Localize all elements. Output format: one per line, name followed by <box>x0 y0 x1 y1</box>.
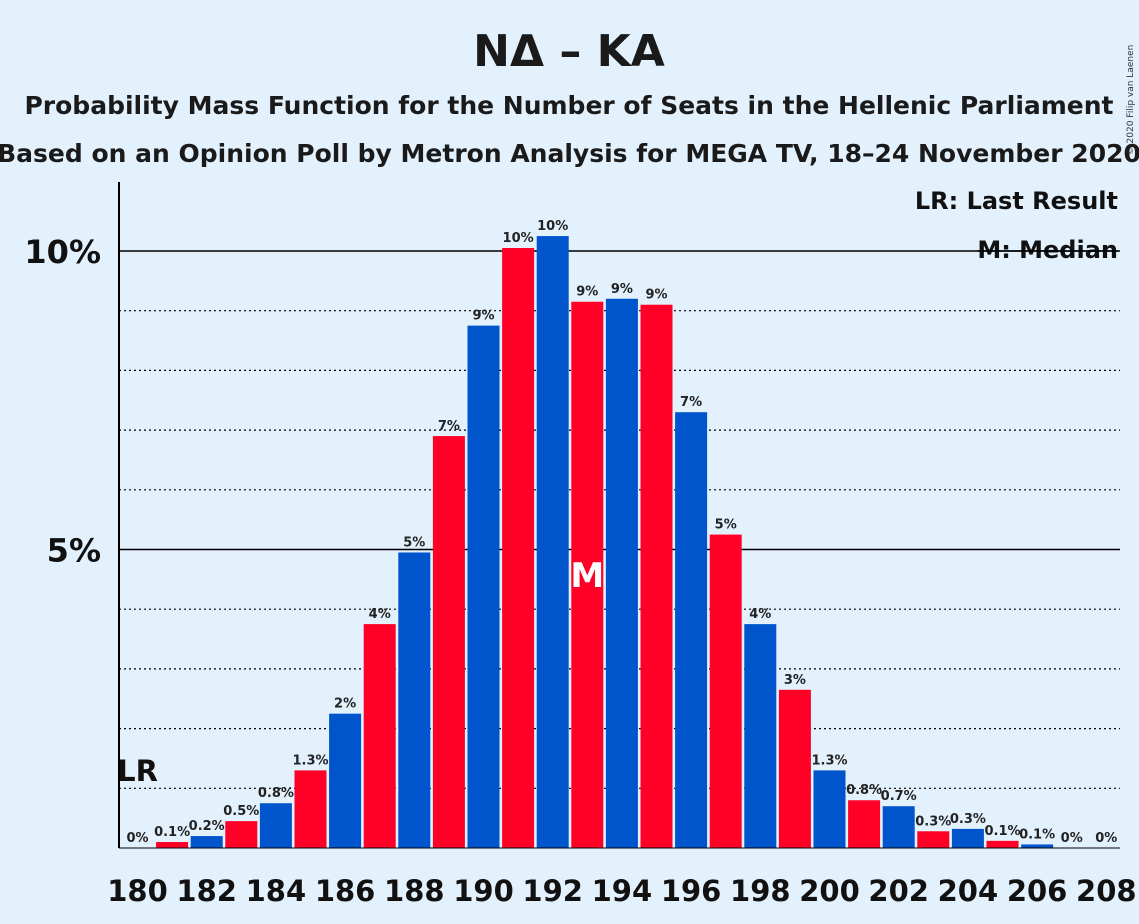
x-tick-label: 204 <box>938 874 999 908</box>
bar-label-207: 0% <box>1061 831 1083 846</box>
bar-183 <box>225 821 258 848</box>
bar-label-195: 9% <box>645 288 667 303</box>
bar-191 <box>502 248 535 848</box>
bar-label-192: 10% <box>537 219 568 234</box>
bar-201 <box>848 800 881 848</box>
bar-205 <box>986 840 1019 848</box>
legend-last-result: LR: Last Result <box>915 187 1118 215</box>
bar-186 <box>329 713 362 848</box>
bar-188 <box>398 552 431 848</box>
bar-label-185: 1.3% <box>292 753 328 768</box>
chart-title: ΝΔ – ΚΑ <box>473 26 665 77</box>
bar-label-200: 1.3% <box>811 753 847 768</box>
bar-label-187: 4% <box>369 607 391 622</box>
x-tick-label: 208 <box>1076 874 1137 908</box>
bar-184 <box>259 803 292 848</box>
bar-206 <box>1021 844 1054 848</box>
chart-subtitle-1: Probability Mass Function for the Number… <box>24 91 1113 120</box>
x-tick-label: 186 <box>315 874 376 908</box>
bar-187 <box>363 624 396 848</box>
bar-199 <box>778 689 811 848</box>
bar-190 <box>467 325 500 848</box>
bar-label-196: 7% <box>680 395 702 410</box>
bar-label-188: 5% <box>403 535 425 550</box>
bar-label-208: 0% <box>1095 831 1117 846</box>
x-tick-label: 180 <box>107 874 168 908</box>
x-tick-label: 198 <box>730 874 791 908</box>
median-marker: M <box>570 556 604 596</box>
bar-192 <box>536 236 569 848</box>
bar-label-199: 3% <box>784 673 806 688</box>
bar-label-202: 0.7% <box>881 789 917 804</box>
x-tick-label: 200 <box>799 874 860 908</box>
last-result-marker: LR <box>117 754 158 788</box>
copyright-text: © 2020 Filip van Laenen <box>1126 45 1136 156</box>
bar-labels-group: 0% 0.1%0.2%0.5%0.8%1.3%2%4%5%7%9%10%10%9%… <box>126 219 1117 846</box>
legend-median: M: Median <box>977 236 1118 264</box>
bar-label-191: 10% <box>503 231 534 246</box>
bar-label-186: 2% <box>334 697 356 712</box>
bar-label-184: 0.8% <box>258 786 294 801</box>
x-tick-label: 194 <box>592 874 653 908</box>
bar-200 <box>813 770 846 848</box>
bar-189 <box>432 436 465 848</box>
bar-204 <box>951 828 984 848</box>
x-axis-ticks: 180 182 184 186 188 190 192 194 196 198 200 202 204 2… <box>107 874 1136 908</box>
chart-subtitle-2: Based on an Opinion Poll by Metron Analy… <box>0 139 1139 168</box>
bar-label-182: 0.2% <box>189 819 225 834</box>
x-tick-label: 184 <box>246 874 307 908</box>
bar-194 <box>605 298 638 848</box>
bar-label-193: 9% <box>576 285 598 300</box>
bar-label-183: 0.5% <box>223 804 259 819</box>
bar-182 <box>190 836 223 848</box>
bar-label-180: 0% <box>126 831 148 846</box>
bar-185 <box>294 770 327 848</box>
bar-label-205: 0.1% <box>984 824 1020 839</box>
bar-181 <box>156 842 189 848</box>
y-axis-ticks: 5% 10% <box>24 233 101 570</box>
bar-196 <box>675 412 708 848</box>
x-tick-label: 182 <box>176 874 237 908</box>
bar-193 <box>571 301 604 848</box>
bar-195 <box>640 304 673 849</box>
bar-203 <box>917 831 950 848</box>
x-tick-label: 188 <box>384 874 445 908</box>
bar-label-197: 5% <box>715 518 737 533</box>
x-tick-label: 196 <box>661 874 722 908</box>
y-tick-label: 10% <box>24 233 101 271</box>
bar-label-194: 9% <box>611 282 633 297</box>
x-tick-label: 192 <box>522 874 583 908</box>
bar-202 <box>882 806 915 848</box>
y-tick-label: 5% <box>47 532 101 570</box>
bar-label-201: 0.8% <box>846 783 882 798</box>
bar-197 <box>709 534 742 848</box>
bar-label-204: 0.3% <box>950 812 986 827</box>
bar-label-198: 4% <box>749 607 771 622</box>
bar-198 <box>744 624 777 848</box>
bar-label-190: 9% <box>472 309 494 324</box>
bar-label-203: 0.3% <box>915 814 951 829</box>
x-tick-label: 206 <box>1007 874 1068 908</box>
x-tick-label: 190 <box>453 874 514 908</box>
bar-label-181: 0.1% <box>154 825 190 840</box>
bar-label-206: 0.1% <box>1019 827 1055 842</box>
x-tick-label: 202 <box>868 874 929 908</box>
bars-group: M LR <box>117 236 1054 849</box>
bar-label-189: 7% <box>438 419 460 434</box>
